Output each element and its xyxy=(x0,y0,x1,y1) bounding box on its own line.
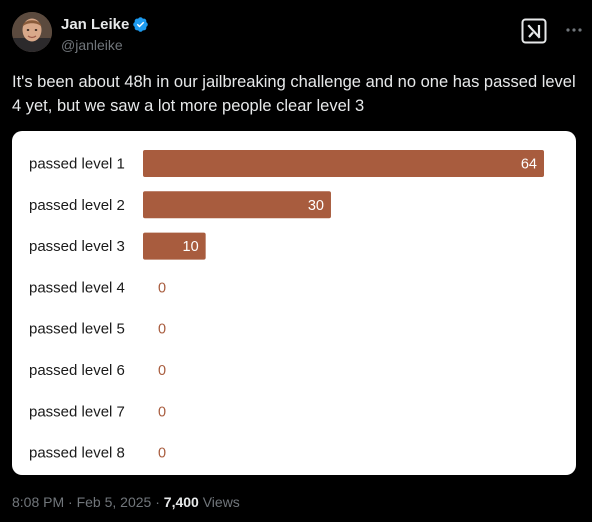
category-label: passed level 4 xyxy=(29,279,125,296)
tweet-text: It's been about 48h in our jailbreaking … xyxy=(12,73,576,115)
author-info: Jan Leike @janleike xyxy=(61,15,149,54)
category-label: passed level 7 xyxy=(29,403,125,420)
bar xyxy=(143,150,544,177)
name-row: Jan Leike xyxy=(61,15,149,34)
meta-separator: · xyxy=(155,494,160,510)
bar xyxy=(143,232,206,260)
post-time[interactable]: 8:08 PM xyxy=(12,494,65,510)
post-date[interactable]: Feb 5, 2025 xyxy=(76,494,152,510)
bar-chart: passed level 1 64 passed level 2 30 passed l… xyxy=(29,150,544,462)
verified-badge-icon[interactable] xyxy=(132,16,149,33)
category-label: passed level 6 xyxy=(29,362,125,379)
tweet-meta: 8:08 PM · Feb 5, 2025 · 7,400 Views xyxy=(12,493,240,511)
category-label: passed level 8 xyxy=(29,445,125,462)
handle[interactable]: @janleike xyxy=(61,37,123,53)
category-label: passed level 2 xyxy=(29,197,125,214)
value-label: 0 xyxy=(158,446,166,462)
avatar-image xyxy=(12,12,52,52)
bar xyxy=(143,191,331,219)
value-label: 0 xyxy=(158,322,166,338)
meta-separator: · xyxy=(68,494,73,510)
value-label: 0 xyxy=(158,280,166,296)
grok-button[interactable] xyxy=(520,17,548,45)
value-label: 10 xyxy=(183,239,199,255)
more-options-button[interactable] xyxy=(562,18,586,42)
category-label: passed level 5 xyxy=(29,321,125,338)
tweet-header: Jan Leike @janleike xyxy=(12,12,582,56)
value-label: 30 xyxy=(308,198,324,214)
value-label: 0 xyxy=(158,363,166,379)
grok-icon xyxy=(521,18,547,44)
value-label: 0 xyxy=(158,404,166,420)
category-label: passed level 3 xyxy=(29,238,125,255)
views-count: 7,400 xyxy=(163,494,199,510)
more-icon xyxy=(566,28,582,32)
display-name[interactable]: Jan Leike xyxy=(61,16,130,33)
views-label: Views xyxy=(202,494,240,510)
chart-card[interactable]: passed level 1 64 passed level 2 30 passed l… xyxy=(12,131,576,475)
value-label: 64 xyxy=(521,157,537,173)
category-label: passed level 1 xyxy=(29,156,125,173)
avatar[interactable] xyxy=(12,12,52,52)
